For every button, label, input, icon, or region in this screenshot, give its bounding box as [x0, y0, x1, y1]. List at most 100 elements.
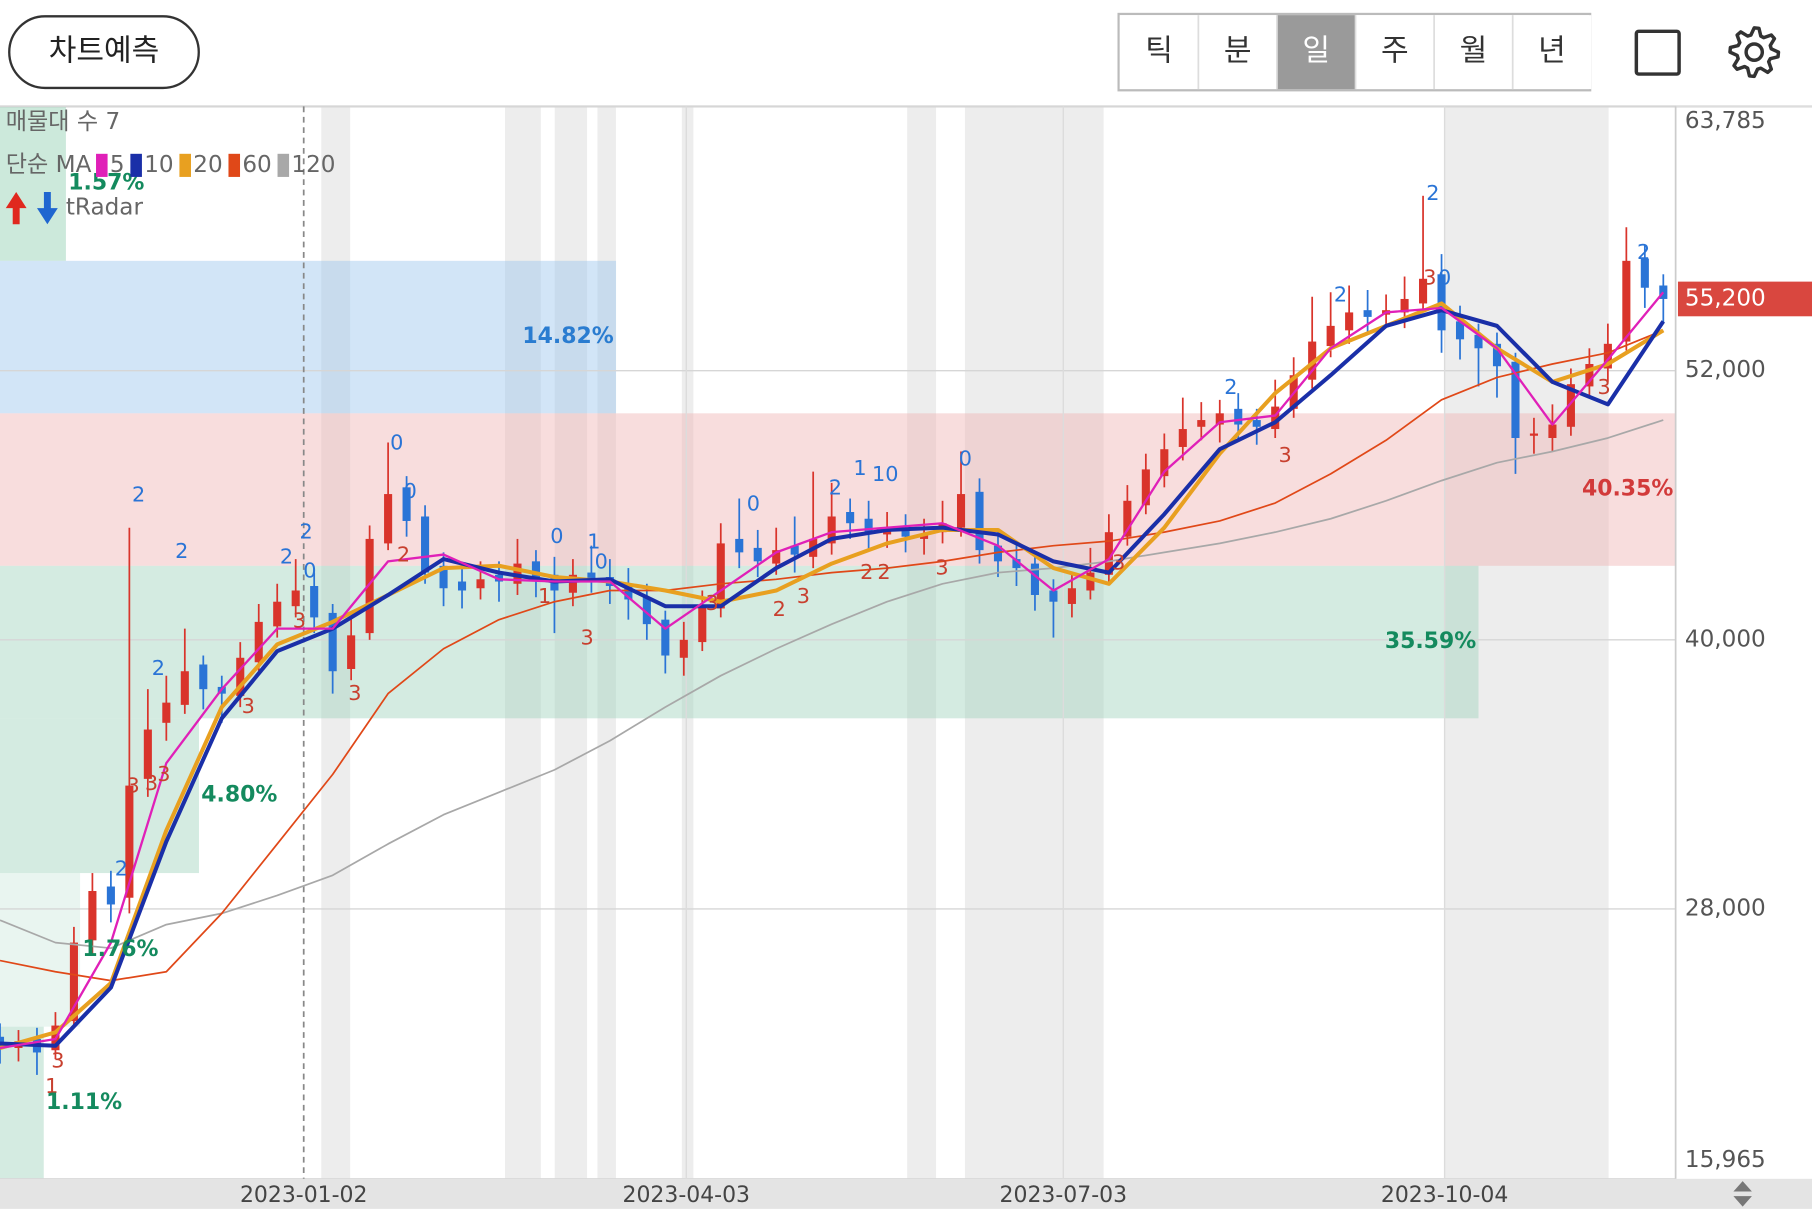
ma-legend-swatch	[277, 153, 290, 177]
legend: 매물대 수 7 단순 MA tRadar 5 10 20 60 120	[5, 109, 336, 225]
signal-label: 0	[959, 447, 972, 471]
volume-band-label: 1.76%	[82, 937, 158, 962]
y-tick-label: 63,785	[1685, 108, 1766, 134]
signal-label: 2	[877, 560, 890, 584]
signal-label: 0	[303, 559, 316, 583]
signal-label: 3	[145, 771, 158, 795]
shaded-period	[554, 106, 588, 1179]
candle-body	[365, 538, 374, 634]
radar-label: tRadar	[66, 195, 144, 221]
candle-body	[1030, 563, 1039, 595]
period-tab-label: 틱	[1145, 34, 1173, 69]
candle-body	[642, 597, 651, 625]
ma-legend-swatch	[228, 153, 241, 177]
shaded-period	[1444, 106, 1609, 1179]
candle-body	[1252, 420, 1261, 427]
candle-body	[162, 702, 171, 723]
candle-body	[587, 572, 596, 580]
gear-outline	[1728, 26, 1781, 79]
y-tick-label: 15,965	[1685, 1147, 1766, 1173]
signal-label: 1	[587, 530, 600, 554]
signal-label: 3	[126, 773, 139, 797]
period-tab[interactable]	[1434, 15, 1513, 90]
last-price-label: 55,200	[1685, 285, 1766, 311]
candle-body	[310, 586, 319, 618]
ma-legend-label: 5	[110, 152, 125, 178]
candle-body	[69, 942, 78, 1022]
candle-body	[439, 565, 448, 589]
candle-body	[199, 664, 208, 690]
signal-label: 3	[1423, 265, 1436, 289]
signal-label: 3	[157, 762, 170, 786]
ma-legend-swatch	[130, 153, 142, 177]
candle-body	[421, 516, 430, 573]
candle-body	[568, 574, 577, 593]
signal-label: 2	[1334, 283, 1347, 307]
signal-label: 1	[45, 1074, 58, 1098]
labels: 1.57%14.82%40.35%35.59%4.80%1.76%1.11%	[46, 171, 1673, 1115]
candle-body	[679, 639, 688, 658]
signal-label: 2	[829, 475, 842, 499]
candle-body	[956, 494, 966, 528]
volume-band-label: 40.35%	[1582, 477, 1673, 502]
candle-body	[772, 550, 781, 564]
candle-body	[1419, 278, 1428, 304]
volume-band-label: 14.82%	[522, 324, 613, 349]
settings-icon[interactable]	[1728, 26, 1781, 79]
signal-label: 0	[1438, 265, 1451, 289]
candle-body	[1566, 384, 1575, 427]
signal-label: 2	[397, 543, 410, 567]
signal-label: 1	[538, 584, 551, 608]
x-axis-bar	[0, 1178, 1812, 1209]
volume-band	[0, 873, 81, 1027]
predict-button[interactable]	[8, 15, 200, 90]
y-tick-label: 52,000	[1685, 357, 1766, 383]
candle-body	[1178, 429, 1187, 447]
candle-body	[1049, 590, 1058, 602]
period-tab[interactable]	[1119, 15, 1199, 90]
candle-body	[457, 581, 467, 591]
period-tab[interactable]	[1512, 15, 1592, 90]
signal-label: 2	[773, 597, 786, 621]
signal-label: 2	[175, 539, 188, 563]
x-axis: 2023-01-02 2023-04-03 2023-07-03 2023-10-04	[240, 1183, 1508, 1208]
ma-legend-swatch	[96, 153, 108, 177]
candle-body	[975, 491, 984, 551]
period-tab-label: 분	[1224, 34, 1252, 69]
candle-body	[920, 534, 929, 539]
period-tab[interactable]	[1276, 15, 1356, 90]
period-tab[interactable]	[1198, 15, 1277, 90]
signal-label: 10	[872, 462, 898, 486]
volume-band	[0, 106, 66, 261]
candle-body	[1012, 559, 1021, 569]
x-tick-label: 2023-10-04	[1381, 1183, 1509, 1208]
candle-body	[1345, 312, 1354, 331]
signal-label: 2	[132, 482, 145, 506]
fullscreen-icon[interactable]	[1634, 29, 1681, 76]
candle-body	[1160, 449, 1169, 477]
x-tick-label: 2023-04-03	[623, 1183, 751, 1208]
candle-body	[753, 547, 762, 562]
x-tick-label: 2023-01-02	[240, 1183, 368, 1208]
signal-label: 3	[242, 694, 255, 718]
candle-body	[1326, 325, 1335, 347]
period-tab-label: 일	[1302, 34, 1330, 69]
candle-body	[661, 619, 670, 656]
candle-body	[1086, 572, 1095, 591]
candle-body	[735, 538, 744, 553]
y-axis: 15,965 28,000 40,000 52,000 63,785 55,200	[1677, 108, 1812, 1173]
scroll-icon[interactable]	[1733, 1181, 1752, 1207]
toolbar: 차트예측 틱 분 일 주 월 년	[0, 12, 1812, 108]
ma-line	[0, 308, 1665, 1048]
candle-body	[1603, 343, 1612, 369]
candle-body	[347, 635, 356, 669]
shaded-period	[964, 106, 1104, 1179]
period-tab[interactable]	[1355, 15, 1435, 90]
candle-body	[236, 657, 245, 696]
signal-label: 0	[404, 479, 417, 503]
candle-body	[143, 729, 152, 779]
volume-band	[0, 718, 199, 874]
candle-body	[1308, 341, 1317, 380]
candle-body	[402, 487, 411, 521]
candle-body	[1640, 258, 1649, 288]
